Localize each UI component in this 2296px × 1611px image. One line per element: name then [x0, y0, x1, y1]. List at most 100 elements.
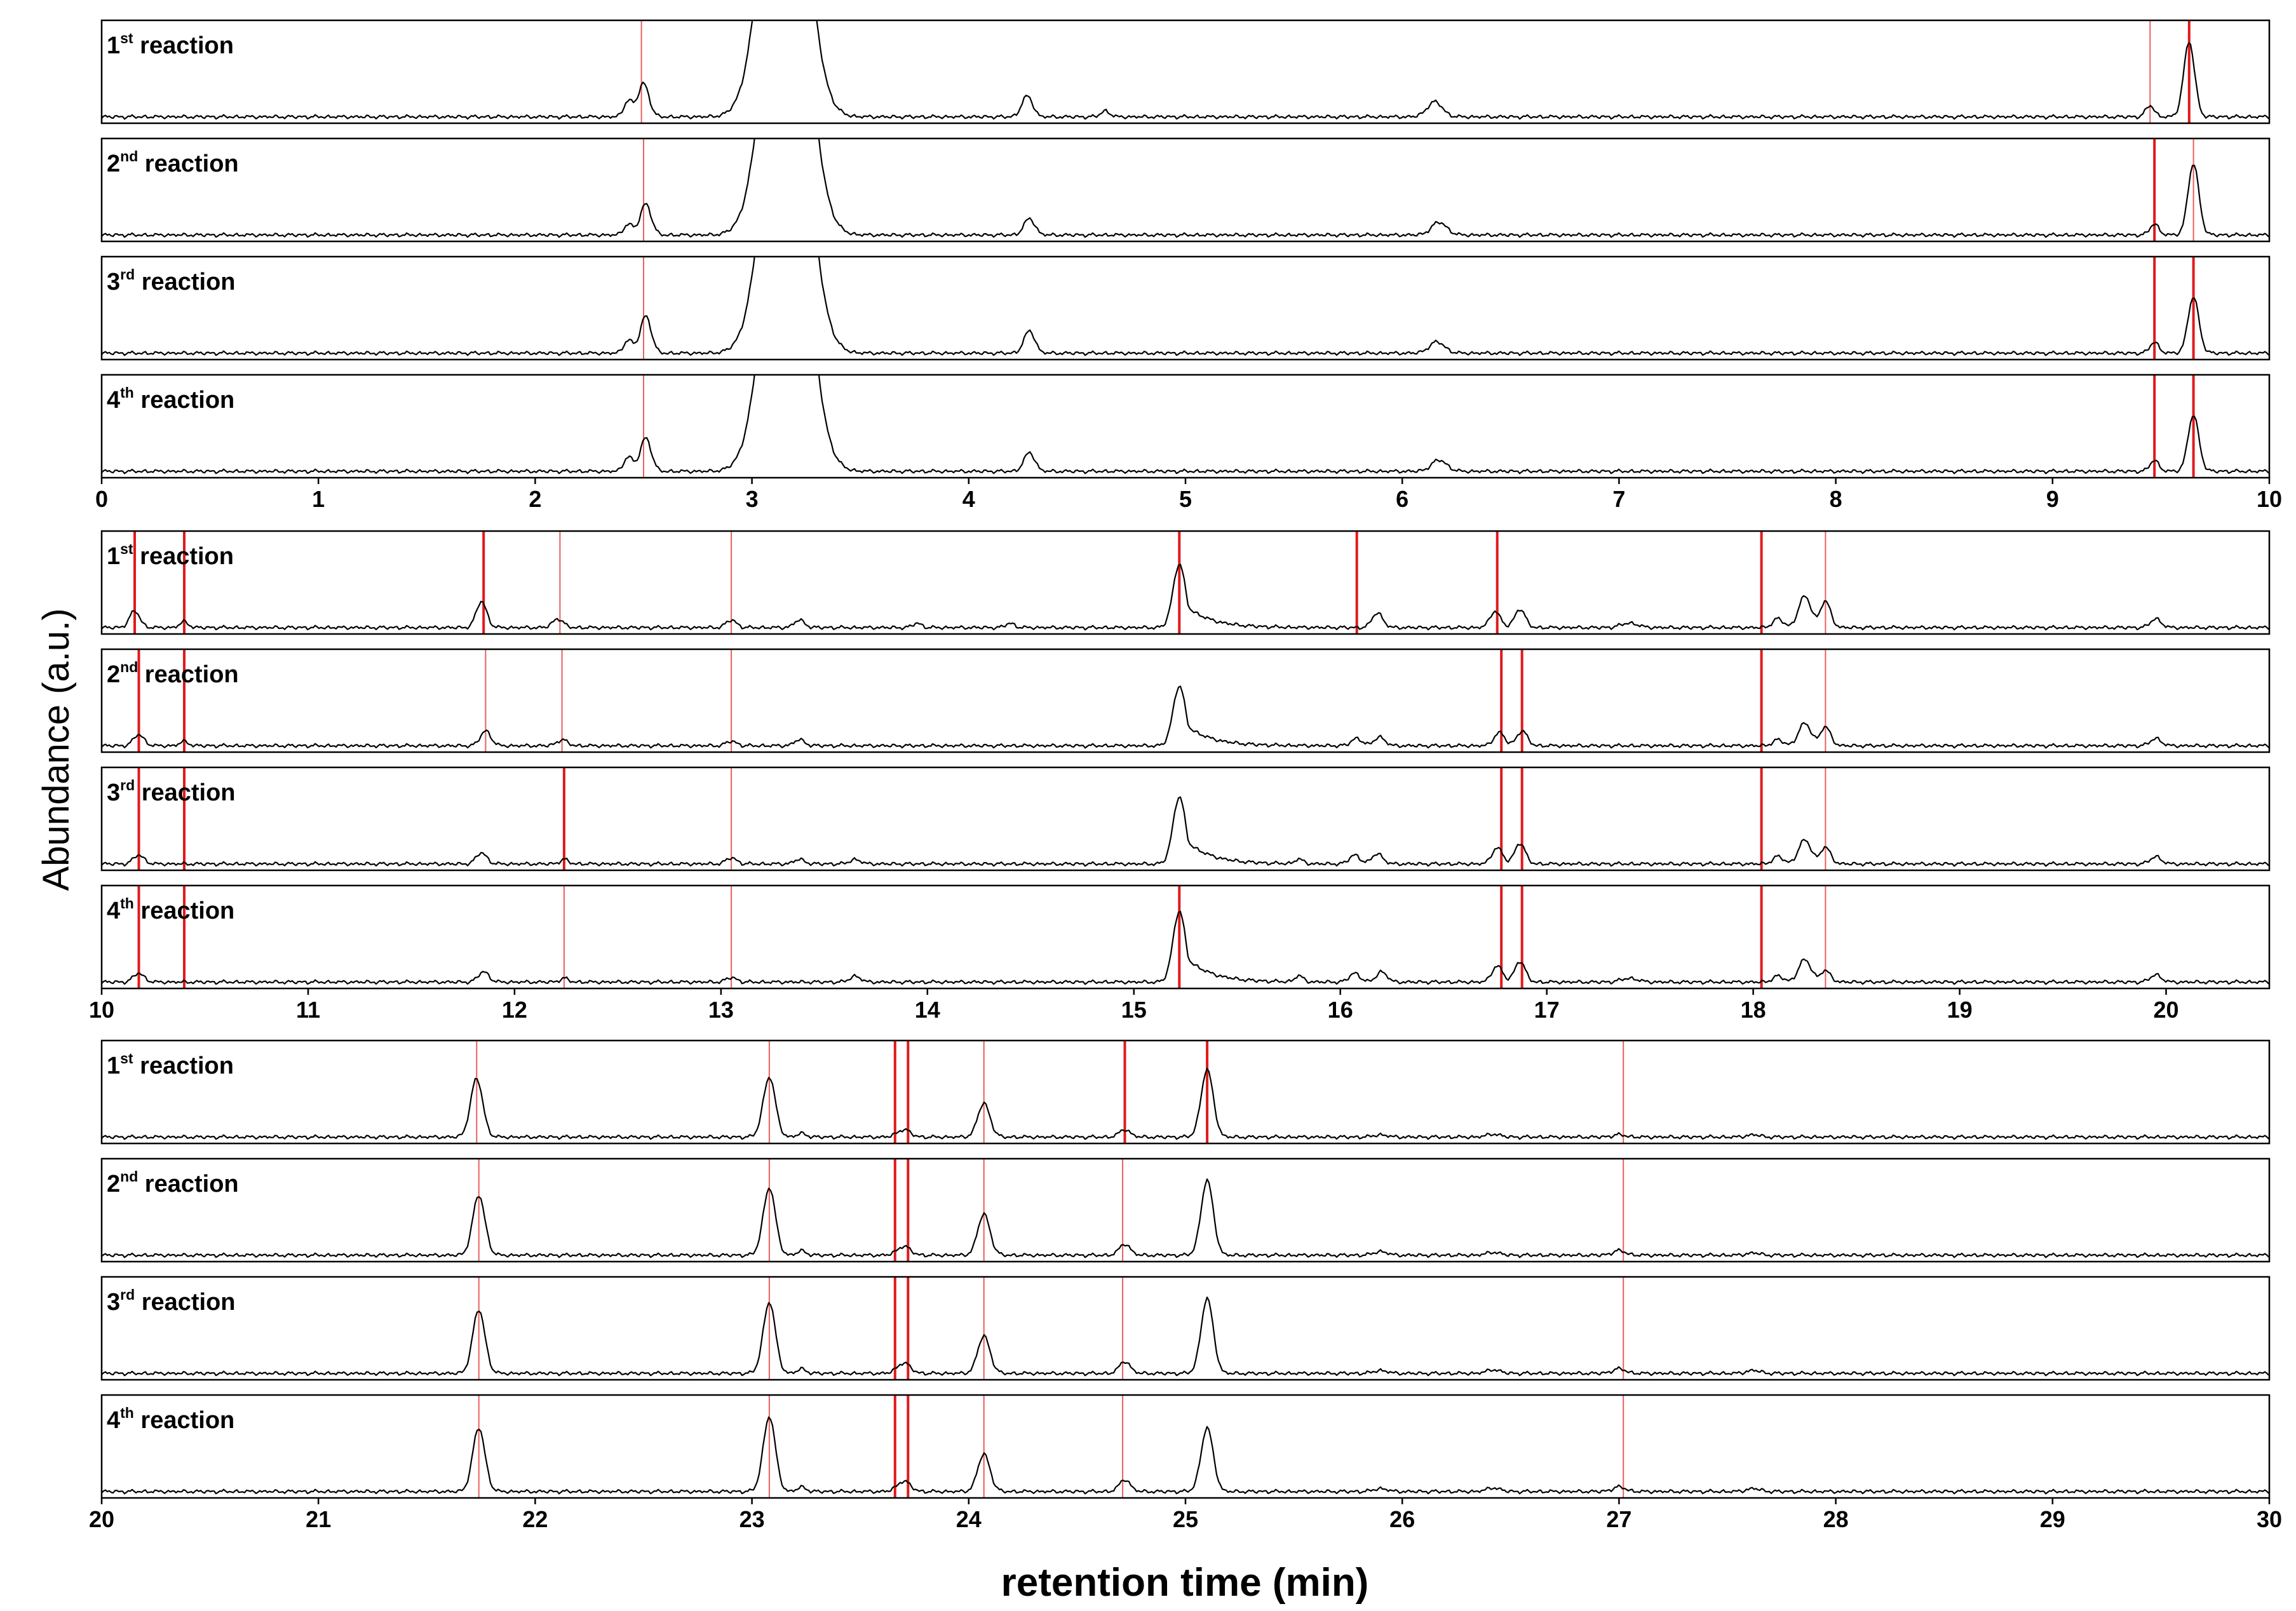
tick-label: 5	[1179, 486, 1192, 512]
tick-label: 29	[2040, 1506, 2065, 1532]
reaction-number: 2	[107, 661, 120, 688]
tick-label: 12	[502, 997, 527, 1023]
reaction-panel: 1st reaction	[100, 1039, 2271, 1145]
tick-label: 27	[1606, 1506, 1631, 1532]
panel-frame	[100, 1276, 2271, 1381]
reaction-label: 1st reaction	[107, 1050, 234, 1079]
panel-frame	[100, 1039, 2271, 1145]
tick-label: 4	[962, 486, 975, 512]
x-axis-ticks: 20 21 22 23 24 25 26 27 28 29 30	[89, 1498, 2282, 1532]
reaction-number: 1	[107, 32, 120, 59]
reaction-panel: 3rd reaction	[100, 1276, 2271, 1381]
reaction-suffix: st	[120, 541, 133, 557]
reaction-suffix: rd	[120, 1286, 135, 1303]
tick-label: 22	[522, 1506, 548, 1532]
reaction-label: 4th reaction	[107, 1405, 234, 1434]
tick-label: 11	[296, 997, 320, 1023]
tick-label: 18	[1741, 997, 1766, 1023]
tick-label: 10	[2257, 486, 2282, 512]
reaction-suffix: rd	[120, 266, 135, 283]
reaction-suffix: nd	[120, 1168, 138, 1185]
x-axis-ticks: 0 1 2 3 4 5 6 7 8 9 10	[95, 478, 2282, 512]
reaction-word: reaction	[138, 151, 238, 177]
series-line	[102, 375, 2269, 475]
reaction-number: 4	[107, 387, 120, 414]
panel-frame	[100, 1394, 2271, 1499]
tick-label: 16	[1328, 997, 1353, 1023]
reaction-number: 3	[107, 779, 120, 806]
series-line	[102, 685, 2269, 749]
tick-label: 13	[708, 997, 734, 1023]
x-axis-title: retention time (min)	[1001, 1561, 1369, 1605]
tick-label: 17	[1534, 997, 1560, 1023]
tick-label: 23	[739, 1506, 765, 1532]
reaction-panel: 4th reaction	[100, 1394, 2271, 1499]
tick-label: 19	[1947, 997, 1973, 1023]
reaction-suffix: th	[120, 384, 134, 401]
reaction-word: reaction	[135, 269, 235, 295]
tick-label: 7	[1612, 486, 1625, 512]
reaction-suffix: th	[120, 1405, 134, 1421]
reaction-panel: 2nd reaction	[100, 137, 2271, 243]
reaction-number: 3	[107, 1289, 120, 1316]
reaction-panel: 3rd reaction	[100, 255, 2271, 361]
tick-label: 2	[529, 486, 541, 512]
reaction-panel: 2nd reaction	[100, 648, 2271, 753]
series-line	[102, 20, 2269, 120]
panel-frame	[100, 766, 2271, 872]
series-line	[102, 910, 2269, 985]
reaction-word: reaction	[133, 543, 234, 570]
series-line	[102, 138, 2269, 238]
tick-label: 30	[2257, 1506, 2282, 1532]
x-axis-ticks: 10 11 12 13 14 15 16 17 18 19 20	[89, 988, 2179, 1023]
series-line	[102, 796, 2269, 867]
panel-frame	[100, 530, 2271, 635]
reaction-panel: 3rd reaction	[100, 766, 2271, 872]
series-line	[102, 1178, 2269, 1258]
y-axis-title: Abundance (a.u.)	[36, 609, 77, 891]
reaction-number: 2	[107, 151, 120, 177]
reaction-word: reaction	[138, 1171, 238, 1197]
series-line	[102, 563, 2269, 631]
reaction-panel: 1st reaction	[100, 530, 2271, 635]
tick-label: 15	[1121, 997, 1147, 1023]
tick-label: 1	[312, 486, 325, 512]
panel-frame	[100, 137, 2271, 243]
tick-label: 20	[89, 1506, 114, 1532]
tick-label: 8	[1830, 486, 1842, 512]
tick-label: 0	[95, 486, 108, 512]
reaction-number: 1	[107, 1053, 120, 1079]
reaction-word: reaction	[135, 1289, 235, 1316]
reaction-suffix: nd	[120, 659, 138, 675]
series-line	[102, 1296, 2269, 1377]
reaction-word: reaction	[133, 1053, 234, 1079]
panel-frame	[100, 255, 2271, 361]
reaction-suffix: th	[120, 895, 134, 912]
series-line	[102, 257, 2269, 356]
reaction-panel: 2nd reaction	[100, 1157, 2271, 1263]
reaction-number: 2	[107, 1171, 120, 1197]
tick-label: 21	[306, 1506, 331, 1532]
tick-label: 20	[2153, 997, 2178, 1023]
reaction-word: reaction	[134, 387, 234, 414]
reaction-suffix: rd	[120, 777, 135, 793]
panel-frame	[100, 374, 2271, 479]
series-line	[102, 1416, 2269, 1495]
reaction-word: reaction	[134, 898, 234, 924]
reaction-label: 3rd reaction	[107, 266, 236, 295]
reaction-number: 1	[107, 543, 120, 570]
series-line	[102, 1067, 2269, 1140]
reaction-word: reaction	[135, 779, 235, 806]
reaction-number: 3	[107, 269, 120, 295]
reaction-label: 2nd reaction	[107, 659, 239, 688]
reaction-word: reaction	[133, 32, 234, 59]
reaction-suffix: st	[120, 30, 133, 46]
tick-label: 25	[1173, 1506, 1198, 1532]
tick-label: 14	[915, 997, 940, 1023]
reaction-label: 1st reaction	[107, 541, 234, 570]
reaction-number: 4	[107, 1407, 120, 1434]
